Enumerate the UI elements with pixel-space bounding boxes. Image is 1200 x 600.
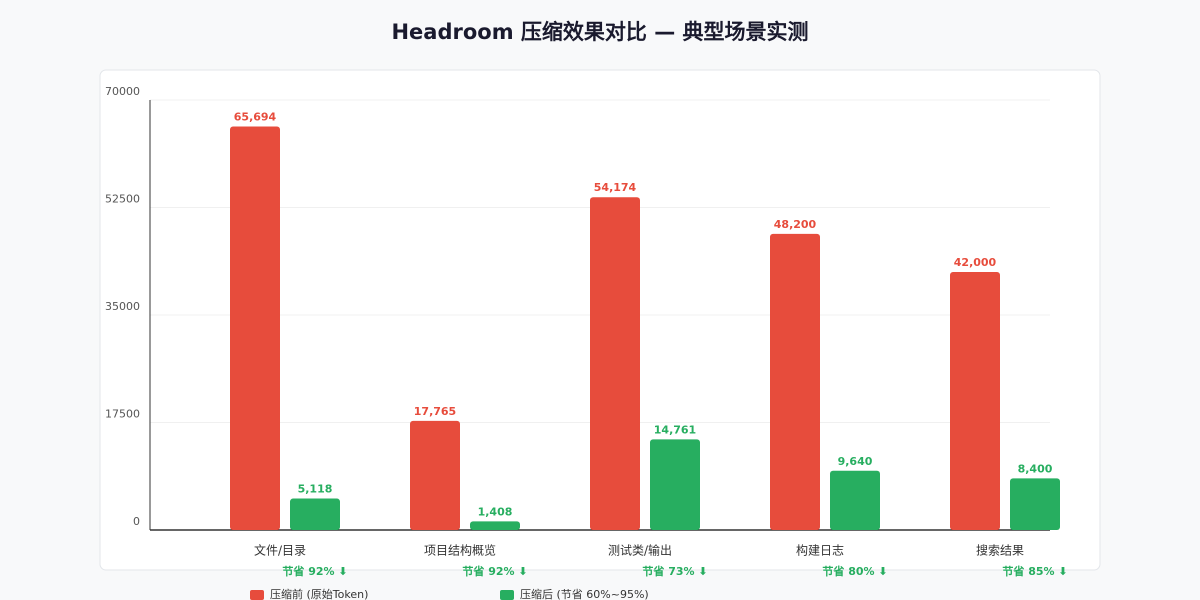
reduction-label: 节省 92% ⬇ [462,564,527,578]
value-label: 14,761 [654,423,696,436]
x-tick-label: 构建日志 [796,543,844,558]
bar [290,498,340,530]
y-tick-label: 0 [133,515,140,528]
bar [470,521,520,530]
value-label: 5,118 [298,483,333,496]
reduction-label: 节省 85% ⬇ [1002,564,1067,578]
x-tick-label: 文件/目录 [254,543,306,558]
legend-label: 压缩前 (原始Token) [270,587,368,600]
x-tick-label: 测试类/输出 [608,543,672,558]
reduction-label: 节省 92% ⬇ [282,564,347,578]
bar [230,126,280,530]
legend-label: 压缩后 (节省 60%~95%) [520,588,649,600]
reduction-label: 节省 73% ⬇ [642,564,707,578]
bar [590,197,640,530]
reduction-label: 节省 80% ⬇ [822,564,887,578]
bar [830,470,880,530]
y-tick-label: 35000 [105,300,140,313]
value-label: 42,000 [954,256,997,269]
value-label: 54,174 [594,181,637,194]
bar [650,439,700,530]
bar [410,420,460,530]
legend-swatch [250,590,264,600]
y-tick-label: 70000 [105,85,140,98]
value-label: 48,200 [774,218,817,231]
bar [1010,478,1060,530]
legend-swatch [500,590,514,600]
y-tick-label: 17500 [105,408,140,421]
x-tick-label: 搜索结果 [976,543,1024,558]
value-label: 17,765 [414,405,456,418]
bar [950,272,1000,530]
value-label: 8,400 [1018,462,1053,475]
chart-title: Headroom 压缩效果对比 — 典型场景实测 [391,20,808,44]
bar [770,233,820,530]
value-label: 1,408 [478,505,513,518]
x-tick-label: 项目结构概览 [424,543,496,558]
value-label: 9,640 [838,455,873,468]
y-tick-label: 52500 [105,193,140,206]
value-label: 65,694 [234,110,277,123]
